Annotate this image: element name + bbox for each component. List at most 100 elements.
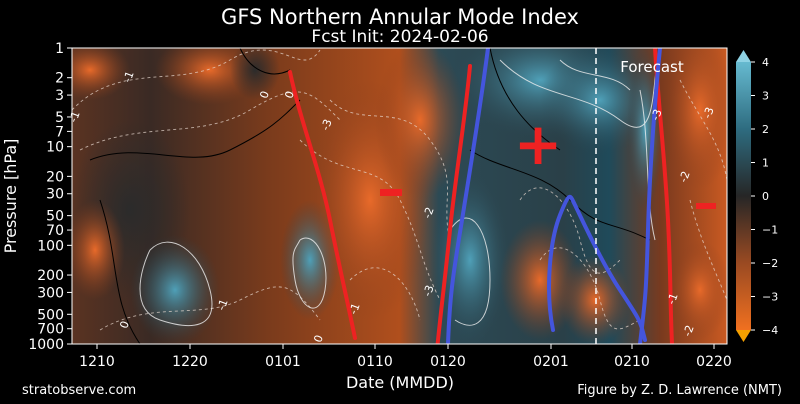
contour-label: -3 bbox=[649, 107, 665, 122]
contour-label: -3 bbox=[319, 117, 335, 132]
negative-annotation-mark bbox=[696, 203, 716, 209]
y-axis-label: Pressure [hPa] bbox=[1, 139, 20, 254]
plot-frame bbox=[71, 47, 728, 345]
x-tick-label: 0120 bbox=[430, 354, 466, 370]
colorbar-ticks: 4 3 2 1 0 −1 −2 −3 −4 bbox=[751, 56, 778, 337]
colorbar-bar bbox=[736, 62, 751, 330]
positive-outline bbox=[638, 48, 662, 344]
contour-label: -1 bbox=[215, 297, 231, 312]
contour-line bbox=[639, 89, 656, 241]
x-axis: 1210 1220 0101 0110 0120 0201 0210 0220 bbox=[79, 344, 732, 370]
heatmap-blob bbox=[665, 48, 727, 190]
negative-outline bbox=[653, 48, 674, 344]
contour-line bbox=[89, 99, 301, 161]
footer-left: stratobserve.com bbox=[22, 383, 136, 398]
colorbar-tick-label: 1 bbox=[762, 157, 769, 170]
contour-line bbox=[689, 199, 727, 301]
contour-line bbox=[539, 247, 641, 330]
colorbar-tick-label: −1 bbox=[762, 224, 778, 237]
contour-label: 0 bbox=[282, 89, 297, 100]
contour-label: 0 bbox=[311, 333, 326, 344]
colorbar-tick-label: −3 bbox=[762, 291, 778, 304]
y-tick-label: 7 bbox=[55, 124, 64, 140]
contour-line bbox=[329, 99, 451, 241]
contour-label: -2 bbox=[421, 205, 437, 220]
contour-line bbox=[349, 267, 421, 321]
contour-line bbox=[469, 149, 651, 241]
contour-line bbox=[489, 48, 561, 151]
x-tick-label: 0220 bbox=[696, 354, 732, 370]
y-tick-label: 500 bbox=[37, 307, 64, 323]
y-tick-label: 20 bbox=[46, 169, 64, 185]
heatmap-blob bbox=[230, 48, 280, 100]
negative-outline bbox=[435, 64, 472, 344]
x-tick-label: 0201 bbox=[533, 354, 569, 370]
contour-label: -3 bbox=[421, 283, 437, 298]
contour-line bbox=[72, 49, 321, 111]
x-tick-label: 0110 bbox=[357, 354, 393, 370]
colorbar-tick-label: −4 bbox=[762, 324, 778, 337]
positive-outline bbox=[446, 48, 490, 344]
heatmap-blob bbox=[430, 170, 510, 344]
contour-label: 0 bbox=[117, 319, 132, 330]
y-tick-label: 10 bbox=[46, 140, 64, 156]
contour-line bbox=[139, 241, 213, 326]
positive-outline bbox=[547, 194, 647, 342]
heatmap-blob bbox=[130, 235, 220, 344]
forecast-label: Forecast bbox=[620, 58, 684, 76]
heatmap-blob bbox=[670, 240, 727, 340]
contour-line bbox=[239, 48, 291, 75]
y-tick-label: 50 bbox=[46, 209, 64, 225]
x-tick-label: 1210 bbox=[79, 354, 115, 370]
colorbar: 4 3 2 1 0 −1 −2 −3 −4 bbox=[736, 50, 778, 342]
contour-label: -1 bbox=[665, 291, 681, 306]
contour-label: -2 bbox=[681, 323, 697, 338]
colorbar-tick-label: 4 bbox=[762, 56, 769, 69]
heatmap-blob bbox=[72, 48, 130, 100]
plot-area bbox=[72, 48, 727, 344]
negative-outlines bbox=[288, 48, 674, 344]
positive-contours bbox=[139, 49, 661, 326]
contour-label: -1 bbox=[121, 69, 137, 84]
heatmap-blob bbox=[72, 200, 125, 300]
contour-labels: -1 0 -3 0 -1 -2 -3 -1 0 -1 0 -2 -3 -1 -2 -3 bbox=[67, 69, 717, 344]
y-tick-label: 100 bbox=[37, 238, 64, 254]
x-axis-label: Date (MMDD) bbox=[346, 373, 454, 392]
contour-line bbox=[292, 237, 327, 309]
contour-label: -2 bbox=[677, 169, 693, 184]
y-tick-label: 2 bbox=[55, 71, 64, 87]
contour-line bbox=[499, 49, 661, 128]
heatmap-blob bbox=[500, 220, 580, 340]
contour-line bbox=[99, 199, 141, 344]
y-tick-label: 70 bbox=[46, 223, 64, 239]
zero-contours bbox=[89, 48, 651, 344]
x-tick-label: 0101 bbox=[265, 354, 301, 370]
contour-line bbox=[79, 91, 341, 151]
contour-line bbox=[449, 217, 491, 326]
chart-title: GFS Northern Annular Mode Index bbox=[221, 5, 579, 29]
y-tick-label: 1 bbox=[55, 41, 64, 57]
positive-annotation: + bbox=[514, 110, 563, 178]
contour-label: -1 bbox=[67, 109, 83, 124]
contour-label: -3 bbox=[701, 105, 717, 120]
y-tick-label: 30 bbox=[46, 187, 64, 203]
colorbar-tick-label: −2 bbox=[762, 257, 778, 270]
negative-annotation-mark bbox=[380, 189, 402, 196]
footer-right: Figure by Z. D. Lawrence (NMT) bbox=[577, 383, 782, 398]
colorbar-bottom-cap bbox=[736, 330, 751, 342]
colorbar-tick-label: 0 bbox=[762, 190, 769, 203]
chart-subtitle: Fcst Init: 2024-02-06 bbox=[311, 27, 488, 47]
heatmap-blob bbox=[375, 48, 465, 200]
colorbar-top-cap bbox=[736, 50, 751, 62]
x-tick-label: 0210 bbox=[614, 354, 650, 370]
x-tick-label: 1220 bbox=[172, 354, 208, 370]
colorbar-tick-label: 2 bbox=[762, 123, 769, 136]
colorbar-tick-label: 3 bbox=[762, 90, 769, 103]
contour-line bbox=[559, 59, 631, 91]
y-tick-label: 200 bbox=[37, 268, 64, 284]
positive-outlines bbox=[446, 48, 662, 344]
heatmap-blob bbox=[560, 255, 630, 344]
